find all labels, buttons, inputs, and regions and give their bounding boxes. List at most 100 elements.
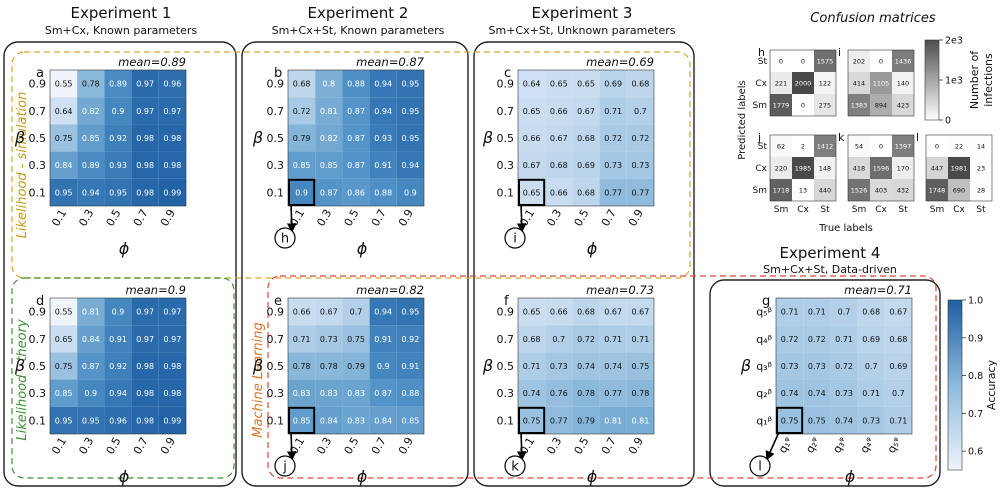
confusion-h-cell-label: 221 <box>775 80 787 88</box>
heatmap-f-cell-label: 0.78 <box>631 389 649 398</box>
heatmap-f-cell-label: 0.67 <box>604 308 622 317</box>
heatmap-e-cell-label: 0.83 <box>293 389 311 398</box>
heatmap-e-cell-label: 0.75 <box>347 335 365 344</box>
heatmap-e-cell <box>342 325 370 353</box>
heatmap-a-ytick: 0.3 <box>29 159 47 172</box>
heatmap-e-ytick: 0.3 <box>267 387 285 400</box>
heatmap-a-cell-label: 0.97 <box>136 107 154 116</box>
heatmap-e-cell <box>342 406 370 434</box>
heatmap-a-ytick: 0.7 <box>29 105 47 118</box>
confusion-i: i 202 0 1436 414 1105 140 1383 894 423 <box>838 46 915 117</box>
heatmap-e-cell <box>315 352 343 380</box>
confusion-i-cell <box>892 94 914 116</box>
heatmap-a-cell-label: 0.75 <box>55 134 73 143</box>
panel-letter-b: b <box>274 66 282 81</box>
heatmap-b-cell-label: 0.95 <box>401 134 419 143</box>
confusion-k-cell <box>892 157 914 179</box>
heatmap-e-cell <box>315 406 343 434</box>
heatmap-a: a mean=0.89 0.55 0.78 0.89 0.97 0.96 0.64 0.82 0.… <box>14 55 187 258</box>
heatmap-f-cell <box>626 298 654 326</box>
header-exp4-title: Experiment 4 <box>780 244 881 262</box>
confusion-l-xtick: Sm <box>930 205 944 215</box>
heatmap-g-cell <box>776 406 804 434</box>
confusion-j-cell <box>792 157 814 179</box>
confusion-j-cell-label: 220 <box>775 165 787 173</box>
heatmap-d-cell-label: 0.81 <box>82 308 100 317</box>
heatmap-b-cell <box>369 97 397 125</box>
heatmap-g-cell-label: 0.75 <box>781 416 799 425</box>
heatmap-b-cell <box>342 124 370 152</box>
heatmap-a-cell <box>50 70 78 98</box>
heatmap-a-cell <box>50 97 78 125</box>
heatmap-d-cell-label: 0.92 <box>109 362 127 371</box>
heatmap-g-cell-label: 0.68 <box>889 335 907 344</box>
heatmap-a-cell-label: 0.89 <box>82 161 100 170</box>
confusion-j-cell-label: 1718 <box>773 187 790 195</box>
heatmap-e-cell-label: 0.83 <box>347 389 365 398</box>
callout-circle-i <box>504 227 526 249</box>
heatmap-c-cell <box>518 124 546 152</box>
heatmap-e-cell-label: 0.84 <box>374 416 392 425</box>
heatmap-d-cell <box>158 298 186 326</box>
heatmap-g-ytick: q₂ᵝ <box>756 387 772 400</box>
heatmap-b-cell-label: 0.85 <box>293 161 311 170</box>
heatmap-e-cell <box>288 325 316 353</box>
heatmap-d-cell-label: 0.9 <box>112 308 125 317</box>
heatmap-b-cell-label: 0.91 <box>374 161 392 170</box>
heatmap-g-cell <box>776 379 804 407</box>
heatmap-c-cell <box>599 178 627 206</box>
confusion-i-cell <box>870 72 892 94</box>
heatmap-c-cell <box>572 178 600 206</box>
heatmap-e-cell <box>396 298 424 326</box>
heatmap-f-cell-label: 0.81 <box>631 416 649 425</box>
confusion-k-cell-label: 54 <box>855 143 863 151</box>
heatmap-e-cell <box>396 379 424 407</box>
heatmap-d-cell <box>50 379 78 407</box>
heatmap-a-cell-label: 0.9 <box>112 107 125 116</box>
heatmap-e-cell <box>315 298 343 326</box>
header-exp1-title: Experiment 1 <box>71 4 172 22</box>
heatmap-g-cell-label: 0.71 <box>835 335 853 344</box>
confusion-l-cell <box>948 157 970 179</box>
heatmap-a-cell-label: 0.97 <box>163 107 181 116</box>
heatmap-b-ytick: 0.7 <box>267 105 285 118</box>
heatmap-a-cell <box>50 178 78 206</box>
confusion-i-cell <box>848 72 870 94</box>
heatmap-d-title: mean=0.9 <box>125 283 186 297</box>
heatmap-g-frame <box>775 297 913 435</box>
heatmap-g-cell-label: 0.73 <box>781 362 799 371</box>
heatmap-c-cell-label: 0.68 <box>577 188 595 197</box>
heatmap-f-cell <box>599 352 627 380</box>
heatmap-d-ytick: 0.1 <box>29 414 47 427</box>
heatmap-f-cell-label: 0.73 <box>550 362 568 371</box>
heatmap-f-cell-label: 0.7 <box>552 335 565 344</box>
confusion-i-cell <box>848 94 870 116</box>
heatmap-b-cell-label: 0.72 <box>293 107 311 116</box>
heatmap-d-cell-label: 0.97 <box>136 308 154 317</box>
callout-circle-j <box>274 455 296 477</box>
heatmap-g-cell-label: 0.68 <box>862 308 880 317</box>
heatmap-e-cell-label: 0.7 <box>350 308 363 317</box>
confusion-k-cell-label: 432 <box>897 187 909 195</box>
heatmap-b-cell <box>288 151 316 179</box>
heatmap-b-cell-label: 0.94 <box>401 161 419 170</box>
confusion-j-cell <box>814 179 836 201</box>
heatmap-f-cell <box>545 352 573 380</box>
heatmap-a-cell <box>77 97 105 125</box>
confusion-l: l 0 22 14 447 1981 23 1748 690 28 Sm Cx St <box>916 131 993 215</box>
heatmap-g-ylabel: β <box>740 356 751 375</box>
heatmap-e-cell <box>315 379 343 407</box>
exp4-box <box>709 279 941 487</box>
heatmap-d-xlabel: ϕ <box>119 467 130 486</box>
confusion-l-cell <box>970 179 992 201</box>
heatmap-e-cell <box>288 298 316 326</box>
confusion-k-cell-label: 0 <box>879 143 883 151</box>
heatmap-g-cell-label: 0.74 <box>781 389 799 398</box>
callout-letter-h: h <box>281 232 289 247</box>
heatmap-a-cell-label: 0.82 <box>82 107 100 116</box>
heatmap-c-ytick: 0.9 <box>497 78 515 91</box>
heatmap-b-cell-label: 0.68 <box>293 80 311 89</box>
heatmap-f-cell-label: 0.75 <box>631 362 649 371</box>
heatmap-e-cell-label: 0.91 <box>401 362 419 371</box>
heatmap-a-cell-label: 0.84 <box>55 161 73 170</box>
